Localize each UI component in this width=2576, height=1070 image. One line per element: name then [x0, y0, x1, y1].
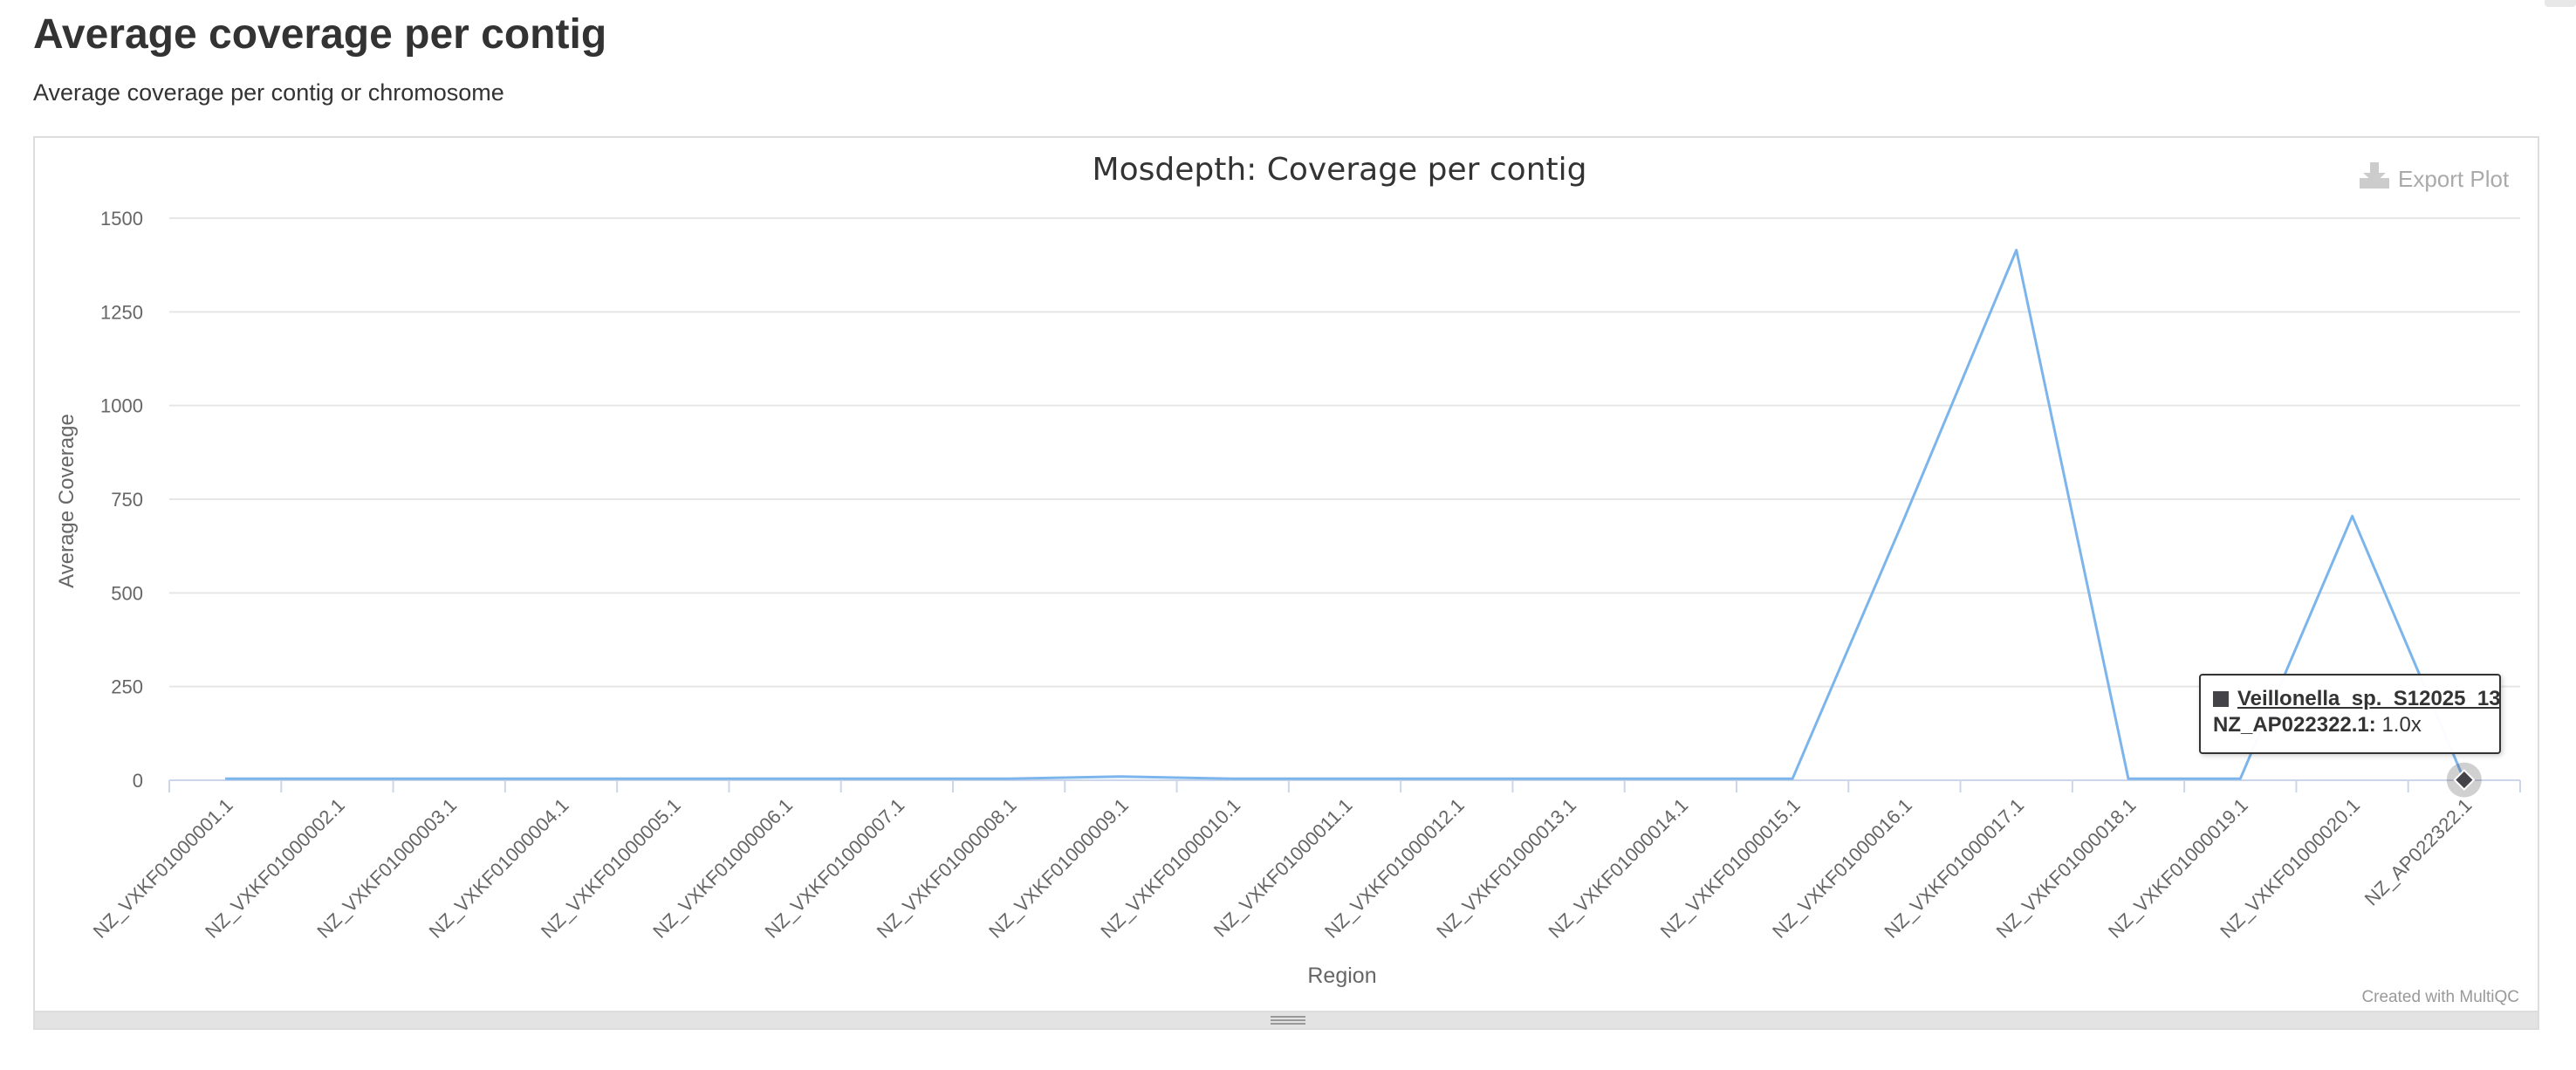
- data-point[interactable]: [2009, 242, 2024, 257]
- tooltip-sample-name: Veillonella_sp._S12025_13: [2237, 687, 2501, 710]
- data-point[interactable]: [2345, 508, 2360, 524]
- highlighted-point-marker[interactable]: [2453, 769, 2476, 791]
- tooltip-value: 1.0x: [2381, 713, 2422, 737]
- export-plot-label: Export Plot: [2398, 166, 2510, 192]
- data-point[interactable]: [1896, 510, 1912, 525]
- page-title: Average coverage per contig: [33, 11, 607, 58]
- coverage-chart: 0 250 500 750 1000 1250 1500 NZ_VXKF01000001.1…: [55, 152, 2521, 1006]
- y-axis-ticks: 0 250 500 750 1000 1250 1500: [100, 208, 143, 792]
- data-point[interactable]: [665, 771, 681, 786]
- x-axis-label: Region: [1307, 964, 1376, 988]
- tooltip-separator: :: [2368, 713, 2376, 737]
- tooltip-region: NZ_AP022322.1: [2213, 713, 2369, 737]
- data-point[interactable]: [778, 771, 793, 786]
- data-point[interactable]: [1673, 771, 1689, 786]
- data-point[interactable]: [1337, 771, 1353, 786]
- page-subtitle: Average coverage per contig or chromosom…: [33, 79, 504, 106]
- data-point[interactable]: [1449, 771, 1464, 786]
- data-point[interactable]: [1113, 769, 1128, 785]
- series-layer: [217, 242, 2482, 798]
- plot-container: 0 250 500 750 1000 1250 1500 NZ_VXKF01000001.1…: [33, 136, 2539, 1012]
- export-plot-button[interactable]: Export Plot: [2360, 162, 2510, 192]
- y-tick-label: 1000: [100, 395, 143, 417]
- grip-icon: [1271, 1016, 1305, 1025]
- data-point[interactable]: [553, 771, 569, 786]
- gridlines: [169, 217, 2520, 688]
- data-point[interactable]: [217, 771, 233, 786]
- chart-credit: Created with MultiQC: [2361, 988, 2519, 1006]
- page-scrollbar[interactable]: [2545, 0, 2576, 7]
- y-tick-label: 750: [111, 489, 143, 511]
- data-point[interactable]: [889, 771, 905, 786]
- data-point[interactable]: [1785, 771, 1800, 786]
- tooltip-swatch: [2213, 691, 2229, 707]
- data-point[interactable]: [1225, 771, 1241, 786]
- data-point[interactable]: [2120, 771, 2136, 786]
- x-axis: NZ_VXKF01000001.1NZ_VXKF01000002.1NZ_VXK…: [89, 779, 2521, 943]
- plot-resize-handle[interactable]: [33, 1012, 2539, 1030]
- y-axis-label: Average Coverage: [55, 414, 79, 588]
- series-line[interactable]: [225, 249, 2466, 781]
- y-tick-label: 1500: [100, 208, 143, 230]
- y-tick-label: 1250: [100, 301, 143, 323]
- data-point[interactable]: [1001, 771, 1017, 786]
- y-tick-label: 250: [111, 676, 143, 698]
- data-point[interactable]: [2232, 771, 2248, 786]
- data-point[interactable]: [1561, 771, 1577, 786]
- y-tick-label: 0: [133, 770, 143, 792]
- chart-title: Mosdepth: Coverage per contig: [1093, 152, 1587, 188]
- download-icon: [2360, 162, 2389, 189]
- chart-tooltip: Veillonella_sp._S12025_13 NZ_AP022322.1:…: [2199, 674, 2501, 754]
- y-tick-label: 500: [111, 582, 143, 604]
- data-point[interactable]: [442, 771, 457, 786]
- x-tick-label: NZ_AP022322.1: [2360, 794, 2477, 910]
- data-point[interactable]: [329, 771, 345, 786]
